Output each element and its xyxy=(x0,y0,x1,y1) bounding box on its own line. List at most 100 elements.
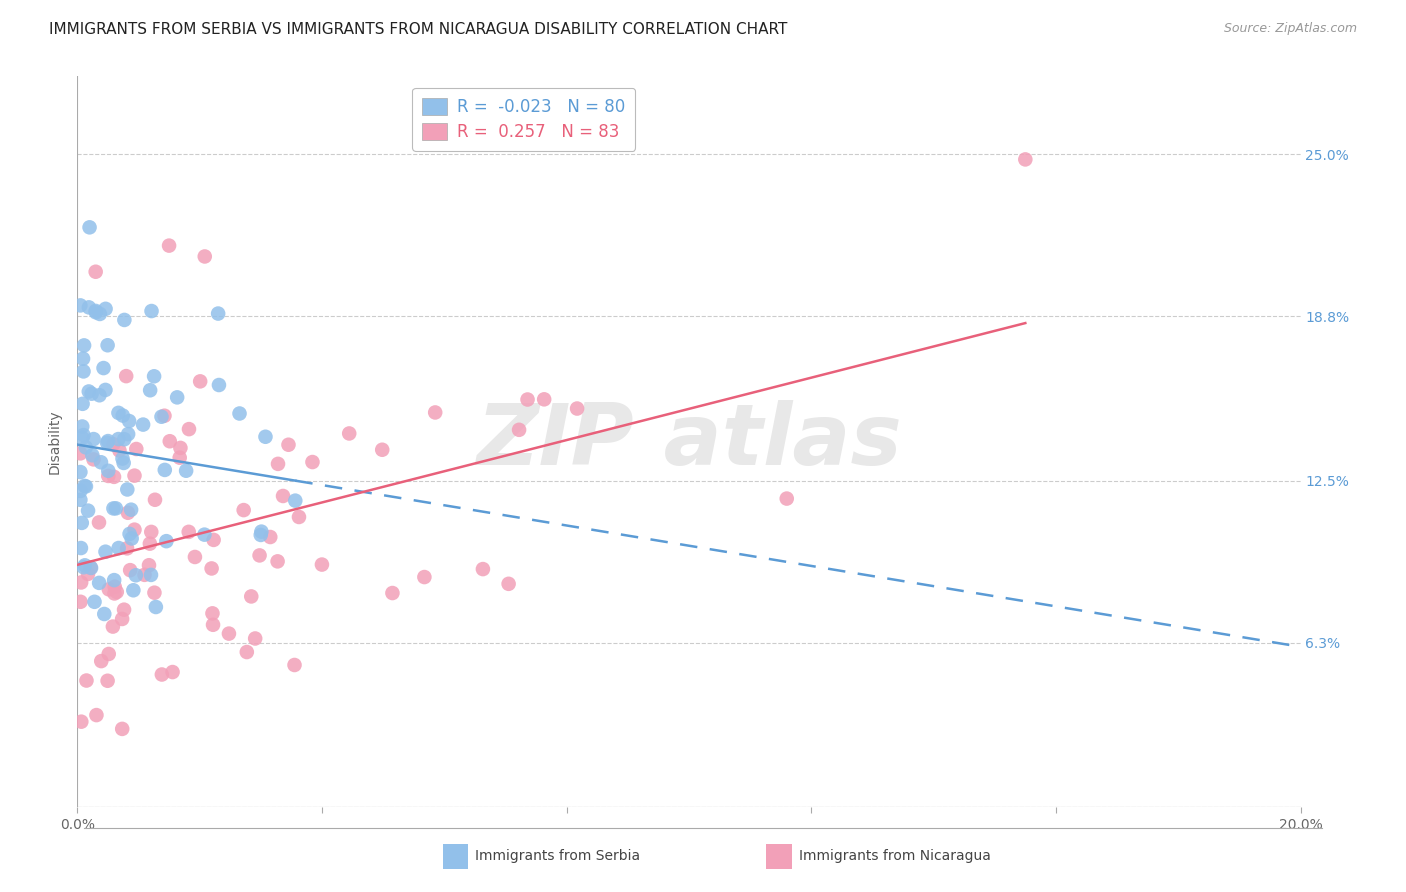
Point xyxy=(72,364,94,378)
Point xyxy=(117,506,139,520)
Text: IMMIGRANTS FROM SERBIA VS IMMIGRANTS FROM NICARAGUA DISABILITY CORRELATION CHART: IMMIGRANTS FROM SERBIA VS IMMIGRANTS FRO… xyxy=(49,22,787,37)
Point xyxy=(288,510,311,524)
Point xyxy=(132,417,155,432)
Point xyxy=(141,304,163,318)
Point xyxy=(266,554,288,568)
Y-axis label: Disability: Disability xyxy=(48,409,62,474)
Point xyxy=(120,502,142,516)
Point xyxy=(72,428,94,442)
Point xyxy=(97,582,120,597)
Legend: R =  -0.023   N = 80, R =  0.257   N = 83: R = -0.023 N = 80, R = 0.257 N = 83 xyxy=(412,87,636,151)
Point xyxy=(240,590,263,604)
Point xyxy=(271,489,294,503)
Point xyxy=(101,619,124,633)
Point xyxy=(188,375,211,389)
Point xyxy=(97,434,120,448)
Point xyxy=(104,501,127,516)
Point xyxy=(533,392,555,407)
Point xyxy=(84,265,107,279)
Point xyxy=(381,586,404,600)
Point xyxy=(124,523,146,537)
Point xyxy=(97,338,120,352)
Point xyxy=(76,673,98,688)
Point xyxy=(72,431,94,445)
Point xyxy=(177,422,200,436)
Point xyxy=(143,585,166,599)
Point xyxy=(96,435,118,450)
Point xyxy=(169,450,191,465)
Point xyxy=(267,457,290,471)
Point xyxy=(80,386,103,401)
Point xyxy=(208,378,231,392)
Point xyxy=(249,528,271,542)
Point xyxy=(118,414,141,428)
Point xyxy=(89,388,111,402)
Point xyxy=(72,419,94,434)
Point xyxy=(107,406,129,420)
Point xyxy=(169,441,191,455)
Point xyxy=(77,566,100,581)
Point xyxy=(73,558,96,573)
Point xyxy=(75,441,97,455)
Point xyxy=(121,532,143,546)
Point xyxy=(103,470,125,484)
Point xyxy=(143,492,166,507)
Point xyxy=(72,560,94,574)
Point xyxy=(73,338,96,352)
Point xyxy=(150,667,173,681)
Point xyxy=(337,426,360,441)
Point xyxy=(201,607,224,621)
Point xyxy=(153,463,176,477)
Point xyxy=(259,530,281,544)
Point xyxy=(112,602,135,616)
Point xyxy=(145,599,167,614)
Point xyxy=(139,536,162,550)
Text: ZIP atlas: ZIP atlas xyxy=(477,400,901,483)
Point xyxy=(157,238,180,252)
Point xyxy=(184,549,207,564)
Point xyxy=(243,632,266,646)
Point xyxy=(218,626,240,640)
Point xyxy=(89,307,111,321)
Point xyxy=(202,533,225,547)
Point xyxy=(166,390,188,404)
Point xyxy=(228,407,250,421)
Point xyxy=(202,617,225,632)
Point xyxy=(283,658,305,673)
Point xyxy=(86,708,108,723)
Point xyxy=(77,301,100,315)
Text: Immigrants from Serbia: Immigrants from Serbia xyxy=(475,849,640,863)
Point xyxy=(108,443,131,458)
Point xyxy=(177,524,200,539)
Point xyxy=(232,503,254,517)
Point xyxy=(104,580,127,594)
Point xyxy=(155,534,177,549)
Point xyxy=(134,567,156,582)
Text: Immigrants from Nicaragua: Immigrants from Nicaragua xyxy=(799,849,990,863)
Point xyxy=(254,430,277,444)
Point xyxy=(93,361,115,376)
Point xyxy=(87,516,110,530)
Point xyxy=(111,451,134,466)
Point xyxy=(84,305,107,319)
Point xyxy=(115,369,138,384)
Point xyxy=(112,313,135,327)
Point xyxy=(79,560,101,574)
Point xyxy=(82,452,104,467)
Point xyxy=(79,220,101,235)
Point xyxy=(194,250,217,264)
Point xyxy=(207,307,229,321)
Point xyxy=(69,298,91,312)
Point xyxy=(107,432,129,446)
Point xyxy=(70,516,93,530)
Point xyxy=(516,392,538,407)
Point xyxy=(425,405,447,419)
Point xyxy=(69,492,91,507)
Point xyxy=(103,501,125,516)
Point xyxy=(94,545,117,559)
Point xyxy=(72,351,94,366)
Point xyxy=(94,383,117,397)
Point xyxy=(776,491,799,506)
Point xyxy=(94,301,117,316)
Point xyxy=(508,423,530,437)
